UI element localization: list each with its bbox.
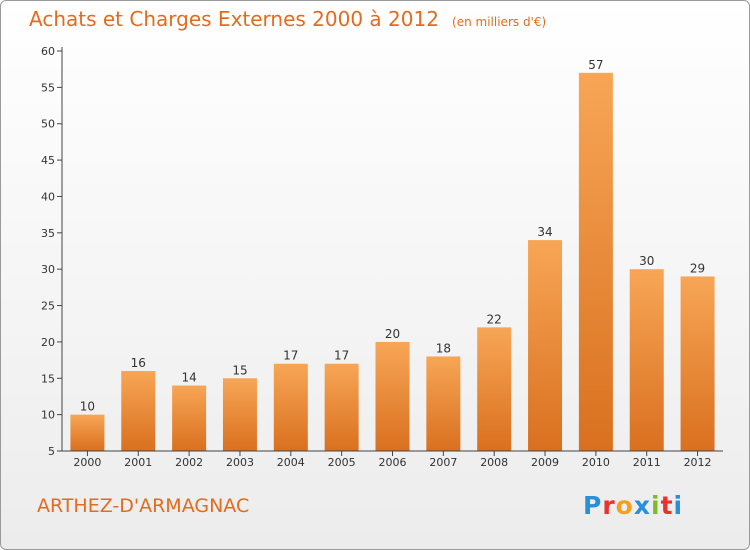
data-label-2008: 22 — [487, 312, 502, 326]
data-label-2007: 18 — [436, 341, 451, 355]
x-tick-label-2010: 2010 — [582, 456, 610, 469]
x-tick-label-2002: 2002 — [175, 456, 203, 469]
x-tick-label-2001: 2001 — [124, 456, 152, 469]
bar-2012 — [680, 276, 715, 451]
bar-2011 — [629, 269, 664, 451]
bar-2000 — [70, 414, 105, 451]
y-tick-label: 45 — [41, 154, 55, 167]
bar-2003 — [222, 378, 257, 451]
data-label-2011: 30 — [639, 254, 654, 268]
logo-letter: x — [633, 491, 651, 520]
y-tick-label: 40 — [41, 190, 55, 203]
data-label-2005: 17 — [334, 349, 349, 363]
commune-name: ARTHEZ-D'ARMAGNAC — [37, 495, 250, 517]
y-tick-label: 10 — [41, 409, 55, 422]
bar-2002 — [172, 385, 207, 451]
bar-2005 — [324, 363, 359, 451]
data-label-2010: 57 — [588, 58, 603, 72]
data-label-2002: 14 — [181, 371, 196, 385]
x-tick-label-2000: 2000 — [73, 456, 101, 469]
data-label-2000: 10 — [80, 400, 95, 414]
y-tick-label: 5 — [48, 445, 55, 458]
chart-unit: (en milliers d'€) — [452, 15, 547, 29]
bar-2001 — [121, 371, 156, 451]
x-tick-label-2011: 2011 — [633, 456, 661, 469]
y-tick-label: 55 — [41, 81, 55, 94]
x-tick-label-2012: 2012 — [684, 456, 712, 469]
proxiti-logo: Proxiti — [583, 491, 683, 520]
logo-letter: o — [615, 491, 634, 520]
y-tick-label: 35 — [41, 227, 55, 240]
y-tick-label: 25 — [41, 300, 55, 313]
bar-2004 — [273, 363, 308, 451]
data-label-2003: 15 — [232, 363, 247, 377]
x-tick-label-2004: 2004 — [277, 456, 305, 469]
x-tick-label-2007: 2007 — [429, 456, 457, 469]
x-tick-label-2008: 2008 — [480, 456, 508, 469]
y-tick-label: 20 — [41, 336, 55, 349]
data-label-2012: 29 — [690, 261, 705, 275]
y-tick-label: 60 — [41, 45, 55, 58]
bar-2009 — [528, 240, 563, 451]
x-tick-label-2009: 2009 — [531, 456, 559, 469]
data-label-2009: 34 — [537, 225, 552, 239]
bar-2010 — [578, 72, 613, 452]
x-tick-label-2003: 2003 — [226, 456, 254, 469]
x-tick-label-2006: 2006 — [379, 456, 407, 469]
bar-2007 — [426, 356, 461, 451]
logo-letter: i — [651, 491, 661, 520]
y-tick-label: 15 — [41, 372, 55, 385]
chart-title-text: Achats et Charges Externes 2000 à 2012 — [29, 7, 439, 31]
logo-letter: t — [660, 491, 674, 520]
logo-letter: i — [673, 491, 684, 520]
y-tick-label: 30 — [41, 263, 55, 276]
y-tick-label: 50 — [41, 118, 55, 131]
x-tick-label-2005: 2005 — [328, 456, 356, 469]
chart-title: Achats et Charges Externes 2000 à 2012 (… — [29, 7, 546, 31]
data-label-2001: 16 — [131, 356, 146, 370]
logo-letter: r — [602, 491, 616, 520]
logo-letter: P — [583, 491, 603, 520]
data-label-2006: 20 — [385, 327, 400, 341]
bar-2006 — [375, 341, 410, 451]
bar-2008 — [477, 327, 512, 451]
data-label-2004: 17 — [283, 349, 298, 363]
